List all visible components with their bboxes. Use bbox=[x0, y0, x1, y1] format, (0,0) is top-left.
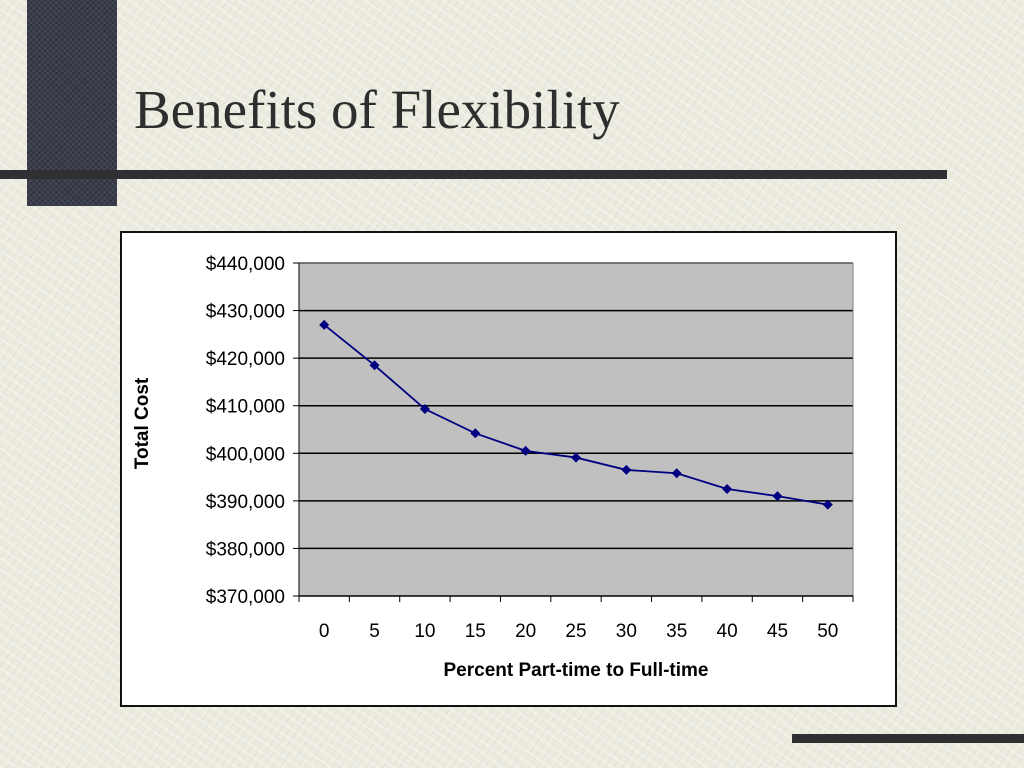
series-line-group bbox=[319, 319, 833, 510]
chart-frame: $370,000 $380,000 $390,000 $400,000 $410,000… bbox=[120, 231, 897, 707]
data-point-marker bbox=[369, 360, 380, 371]
y-tick-label: $370,000 bbox=[206, 587, 285, 608]
y-tick-label: $440,000 bbox=[206, 254, 285, 275]
data-point-marker bbox=[319, 319, 330, 330]
footer-divider-rule bbox=[792, 734, 1024, 743]
y-tick-label: $390,000 bbox=[206, 492, 285, 513]
x-tick-label: 30 bbox=[616, 621, 637, 642]
y-axis-title: Total Cost bbox=[132, 377, 153, 469]
data-point-marker bbox=[520, 445, 531, 456]
data-point-marker bbox=[671, 468, 682, 479]
title-divider-rule bbox=[0, 170, 947, 179]
y-tick-label: $380,000 bbox=[206, 539, 285, 560]
x-tick-label: 10 bbox=[414, 621, 435, 642]
plot-area bbox=[299, 263, 853, 596]
x-axis-title: Percent Part-time to Full-time bbox=[444, 660, 709, 681]
data-point-marker bbox=[470, 428, 481, 439]
x-tick-label: 50 bbox=[817, 621, 838, 642]
x-tick-label: 0 bbox=[319, 621, 330, 642]
data-point-marker bbox=[722, 483, 733, 494]
data-point-marker bbox=[822, 499, 833, 510]
y-tick-label: $400,000 bbox=[206, 444, 285, 465]
x-tick-label: 40 bbox=[717, 621, 738, 642]
data-point-marker bbox=[419, 404, 430, 415]
x-tick-label: 15 bbox=[465, 621, 486, 642]
data-point-marker bbox=[571, 452, 581, 463]
y-tick-label: $420,000 bbox=[206, 349, 285, 370]
y-tick-label: $430,000 bbox=[206, 302, 285, 323]
x-tick-label: 25 bbox=[565, 621, 586, 642]
x-tick-label: 35 bbox=[666, 621, 687, 642]
x-tick-label: 20 bbox=[515, 621, 536, 642]
y-tick-label: $410,000 bbox=[206, 397, 285, 418]
line-chart: $370,000 $380,000 $390,000 $400,000 $410,000… bbox=[132, 254, 854, 681]
data-point-marker bbox=[772, 491, 783, 502]
slide-title: Benefits of Flexibility bbox=[134, 79, 620, 140]
x-tick-label: 45 bbox=[767, 621, 788, 642]
x-tick-label: 5 bbox=[369, 621, 380, 642]
tick-labels: $370,000 $380,000 $390,000 $400,000 $410,000… bbox=[206, 254, 839, 642]
data-point-marker bbox=[621, 464, 632, 475]
axes bbox=[293, 262, 854, 602]
